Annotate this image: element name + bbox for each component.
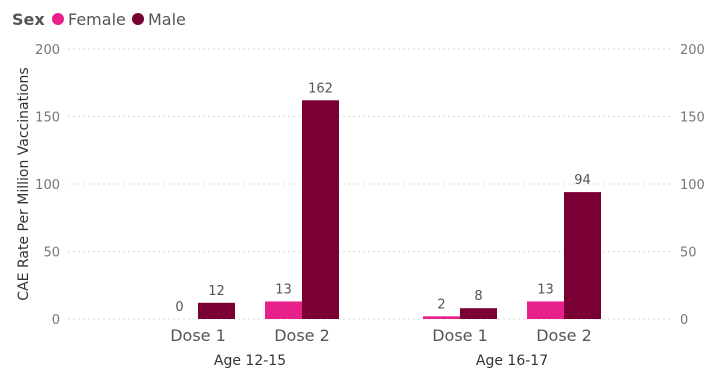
bar-male-g1-c1[interactable] bbox=[564, 192, 601, 319]
group-label-0: Age 12-15 bbox=[214, 353, 286, 369]
y-axis-left-ticks: 0 50 100 150 200 bbox=[35, 43, 60, 328]
data-label-female-g0-c0: 0 bbox=[175, 300, 183, 315]
category-labels: Dose 1 Dose 2 Dose 1 Dose 2 bbox=[170, 326, 592, 345]
y-tick-left-100: 100 bbox=[35, 178, 60, 193]
data-label-female-g1-c1: 13 bbox=[537, 282, 554, 297]
data-label-female-g0-c1: 13 bbox=[275, 282, 292, 297]
y-tick-right-150: 150 bbox=[680, 111, 705, 126]
y-tick-right-200: 200 bbox=[680, 43, 705, 58]
data-label-male-g1-c1: 94 bbox=[574, 173, 591, 188]
legend-female-label[interactable]: Female bbox=[68, 10, 126, 29]
y-axis-title: CAE Rate Per Million Vaccinations bbox=[16, 67, 32, 300]
bar-male-g0-c0[interactable] bbox=[198, 302, 235, 319]
y-tick-left-200: 200 bbox=[35, 43, 60, 58]
y-tick-right-0: 0 bbox=[680, 313, 688, 328]
bar-female-g1-c0[interactable] bbox=[423, 316, 460, 319]
y-tick-right-50: 50 bbox=[680, 246, 697, 261]
legend-female-swatch bbox=[52, 13, 64, 25]
category-label-g0-c1: Dose 2 bbox=[274, 326, 330, 345]
y-axis-right-ticks: 0 50 100 150 200 bbox=[680, 43, 705, 328]
group-labels: Age 12-15 Age 16-17 bbox=[214, 353, 548, 369]
legend-title: Sex bbox=[12, 10, 45, 29]
category-label-g0-c0: Dose 1 bbox=[170, 326, 226, 345]
legend[interactable]: Sex Female Male bbox=[12, 10, 186, 29]
legend-male-label[interactable]: Male bbox=[148, 10, 186, 29]
y-tick-right-100: 100 bbox=[680, 178, 705, 193]
group-label-1: Age 16-17 bbox=[476, 353, 548, 369]
category-label-g1-c1: Dose 2 bbox=[536, 326, 592, 345]
y-tick-left-0: 0 bbox=[52, 313, 60, 328]
legend-male-swatch bbox=[132, 13, 144, 25]
bar-male-g1-c0[interactable] bbox=[460, 308, 497, 319]
bars[interactable] bbox=[198, 100, 601, 319]
data-label-female-g1-c0: 2 bbox=[437, 297, 445, 312]
data-label-male-g0-c0: 12 bbox=[208, 284, 225, 299]
bar-female-g0-c1[interactable] bbox=[265, 301, 302, 319]
bar-female-g1-c1[interactable] bbox=[527, 301, 564, 319]
data-label-male-g1-c0: 8 bbox=[474, 289, 482, 304]
data-labels: 0 12 13 162 2 8 13 94 bbox=[175, 81, 590, 315]
y-tick-left-50: 50 bbox=[43, 246, 60, 261]
data-label-male-g0-c1: 162 bbox=[308, 81, 333, 96]
bar-male-g0-c1[interactable] bbox=[302, 100, 339, 319]
y-tick-left-150: 150 bbox=[35, 111, 60, 126]
category-label-g1-c0: Dose 1 bbox=[432, 326, 488, 345]
